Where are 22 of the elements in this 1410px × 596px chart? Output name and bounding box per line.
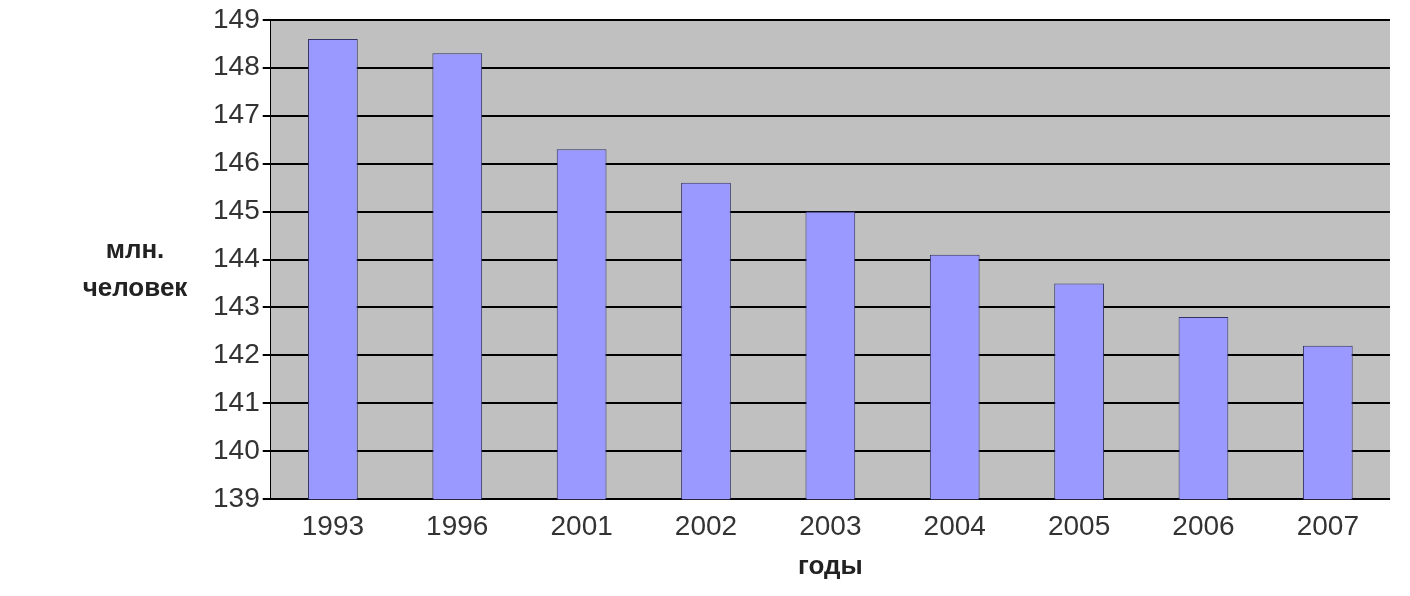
y-tick-label: 140 xyxy=(213,433,260,465)
x-tick-label: 2005 xyxy=(1047,509,1111,541)
x-tick-label: 2002 xyxy=(674,509,738,541)
y-tick-label: 147 xyxy=(213,98,260,130)
x-axis-title: годы xyxy=(797,549,863,580)
y-tick-label: 144 xyxy=(213,242,260,274)
x-tick-label: 1993 xyxy=(301,509,365,541)
y-tick-label: 139 xyxy=(213,481,260,513)
x-tick-label: 1996 xyxy=(426,509,489,541)
x-tick-label: 2007 xyxy=(1296,509,1359,541)
x-tick-label: 2004 xyxy=(923,509,986,541)
x-tick-label: 2006 xyxy=(1172,509,1235,541)
y-tick-label: 145 xyxy=(213,194,260,226)
x-tick-label: 2003 xyxy=(799,509,862,541)
y-tick-label: 143 xyxy=(213,290,260,322)
y-tick-label: 148 xyxy=(213,50,260,82)
y-tick-label: 149 xyxy=(213,2,260,34)
y-tick-label: 142 xyxy=(213,338,260,370)
y-tick-label: 146 xyxy=(213,146,260,178)
y-tick-label: 141 xyxy=(213,386,260,418)
y-axis-title: млн. человек xyxy=(81,233,189,304)
x-tick-label: 2001 xyxy=(550,509,613,541)
